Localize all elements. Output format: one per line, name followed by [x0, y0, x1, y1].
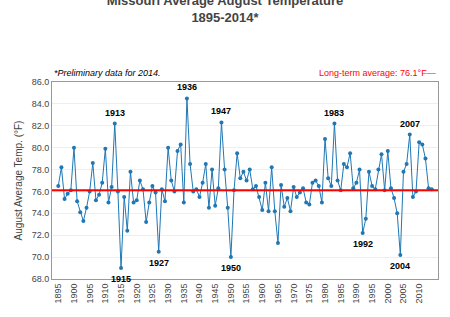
svg-text:1900: 1900: [69, 284, 79, 304]
svg-text:2007: 2007: [400, 119, 420, 129]
svg-text:74.0: 74.0: [32, 208, 50, 218]
svg-text:2010: 2010: [414, 284, 424, 304]
svg-text:Long-term average: 76.1°F—: Long-term average: 76.1°F—: [319, 68, 436, 78]
svg-text:1945: 1945: [210, 284, 220, 304]
svg-text:78.0: 78.0: [32, 165, 50, 175]
svg-text:68.0: 68.0: [32, 274, 50, 284]
svg-text:1975: 1975: [304, 284, 314, 304]
svg-text:80.0: 80.0: [32, 143, 50, 153]
svg-text:1936: 1936: [177, 82, 197, 92]
svg-text:1895: 1895: [53, 284, 63, 304]
svg-text:1905: 1905: [85, 284, 95, 304]
svg-text:1940: 1940: [194, 284, 204, 304]
svg-text:1950: 1950: [226, 284, 236, 304]
svg-text:1915: 1915: [111, 274, 131, 284]
svg-text:Missouri Average August Temper: Missouri Average August Temperature1895-…: [107, 0, 344, 25]
svg-text:76.0: 76.0: [32, 187, 50, 197]
svg-text:2004: 2004: [390, 261, 410, 271]
svg-text:August Average Temp. (°F): August Average Temp. (°F): [13, 121, 24, 241]
svg-text:1927: 1927: [149, 258, 169, 268]
svg-text:1955: 1955: [241, 284, 251, 304]
svg-text:1920: 1920: [132, 284, 142, 304]
svg-text:1950: 1950: [221, 263, 241, 273]
svg-text:1947: 1947: [211, 106, 231, 116]
svg-text:82.0: 82.0: [32, 121, 50, 131]
svg-text:*Preliminary data for 2014.: *Preliminary data for 2014.: [54, 68, 161, 78]
svg-text:70.0: 70.0: [32, 252, 50, 262]
svg-text:2000: 2000: [383, 284, 393, 304]
svg-text:2005: 2005: [398, 284, 408, 304]
svg-text:86.0: 86.0: [32, 77, 50, 87]
svg-text:1990: 1990: [351, 284, 361, 304]
svg-text:1915: 1915: [116, 284, 126, 304]
svg-text:72.0: 72.0: [32, 230, 50, 240]
svg-text:1992: 1992: [353, 239, 373, 249]
svg-text:1970: 1970: [289, 284, 299, 304]
svg-text:1980: 1980: [320, 284, 330, 304]
svg-text:1925: 1925: [147, 284, 157, 304]
svg-text:1965: 1965: [273, 284, 283, 304]
svg-text:84.0: 84.0: [32, 99, 50, 109]
svg-text:1985: 1985: [336, 284, 346, 304]
svg-text:1930: 1930: [163, 284, 173, 304]
svg-text:1960: 1960: [257, 284, 267, 304]
svg-text:1913: 1913: [105, 108, 125, 118]
svg-text:1995: 1995: [367, 284, 377, 304]
svg-text:1935: 1935: [179, 284, 189, 304]
svg-text:1983: 1983: [324, 108, 344, 118]
svg-text:1910: 1910: [100, 284, 110, 304]
